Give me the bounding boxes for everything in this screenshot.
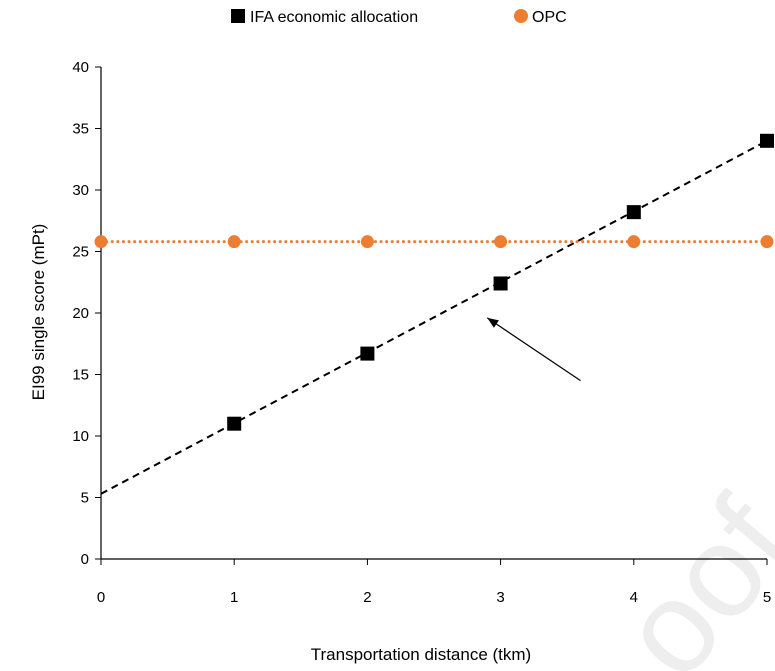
legend-label-series-2: OPC <box>532 9 567 26</box>
y-tick-label: 30 <box>72 182 89 199</box>
legend: IFA economic allocation OPC <box>231 9 567 26</box>
y-tick-label: 10 <box>72 428 89 445</box>
data-point-series-1 <box>493 276 508 291</box>
legend-marker-series-2 <box>514 9 528 23</box>
y-tick-label: 5 <box>81 490 89 507</box>
annotations <box>486 317 581 382</box>
data-point-series-2 <box>360 235 374 249</box>
x-tick-label: 2 <box>363 589 371 606</box>
data-point-series-1 <box>760 133 774 148</box>
legend-marker-series-1 <box>231 9 245 23</box>
y-tick-label: 0 <box>81 551 89 568</box>
x-tick-label: 0 <box>97 589 105 606</box>
data-point-series-1 <box>360 346 375 361</box>
trendlines <box>99 139 769 495</box>
data-points <box>94 133 774 431</box>
y-tick-label: 20 <box>72 305 89 322</box>
trendline-series-1 <box>100 139 768 495</box>
data-point-series-2 <box>760 235 774 249</box>
watermark: oof <box>591 471 775 671</box>
data-point-series-2 <box>94 235 108 249</box>
x-tick-label: 5 <box>763 589 771 606</box>
data-point-series-2 <box>627 235 641 249</box>
x-tick-label: 1 <box>230 589 238 606</box>
y-tick-label: 40 <box>72 59 89 76</box>
x-tick-label: 4 <box>630 589 638 606</box>
y-tick-label: 35 <box>72 121 89 138</box>
x-axis-title: Transportation distance (tkm) <box>311 645 531 664</box>
data-point-series-1 <box>227 416 242 431</box>
y-tick-label: 15 <box>72 367 89 384</box>
data-point-series-2 <box>227 235 241 249</box>
annotation-arrow-line <box>486 317 581 382</box>
data-point-series-1 <box>626 205 641 220</box>
axes: 0 5 10 15 20 25 30 35 40 0 1 2 3 4 5 <box>72 59 771 606</box>
watermark-text: oof <box>591 471 775 671</box>
legend-label-series-1: IFA economic allocation <box>250 9 418 26</box>
annotation-arrow-head <box>487 317 499 328</box>
x-tick-label: 3 <box>496 589 504 606</box>
y-axis-title: EI99 single score (mPt) <box>29 224 48 401</box>
data-point-series-2 <box>494 235 508 249</box>
y-tick-label: 25 <box>72 244 89 261</box>
